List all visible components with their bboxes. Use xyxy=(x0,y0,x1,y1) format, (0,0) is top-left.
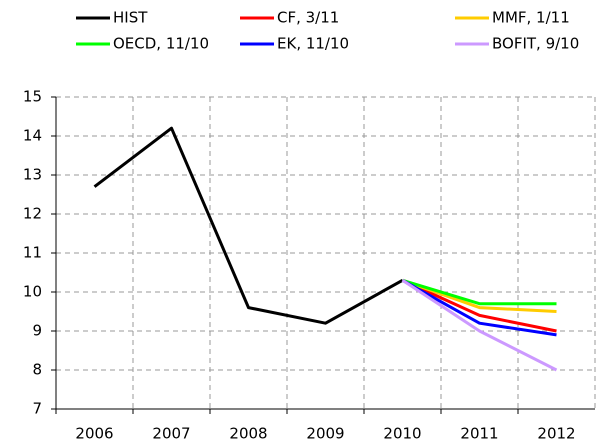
y-tick-label: 14 xyxy=(23,127,42,145)
x-tick-label: 2010 xyxy=(383,425,421,442)
legend-label: HIST xyxy=(113,9,148,27)
legend-label: OECD, 11/10 xyxy=(113,35,209,53)
legend-label: CF, 3/11 xyxy=(277,9,339,27)
y-tick-label: 11 xyxy=(23,244,42,262)
x-tick-label: 2006 xyxy=(75,425,113,442)
y-tick-label: 7 xyxy=(32,400,42,418)
series-line xyxy=(401,278,557,337)
y-tick-label: 15 xyxy=(23,88,42,106)
legend-label: EK, 11/10 xyxy=(277,35,349,53)
y-tick-label: 12 xyxy=(23,205,42,223)
legend-label: MMF, 1/11 xyxy=(492,9,570,27)
y-tick-label: 10 xyxy=(23,283,42,301)
x-tick-label: 2008 xyxy=(229,425,267,442)
series-line xyxy=(93,126,404,325)
y-tick-label: 8 xyxy=(32,361,42,379)
x-tick-label: 2009 xyxy=(306,425,344,442)
legend-label: BOFIT, 9/10 xyxy=(492,35,579,53)
y-tick-label: 9 xyxy=(32,322,42,340)
series-line xyxy=(401,278,557,333)
x-tick-label: 2011 xyxy=(460,425,498,442)
x-tick-label: 2007 xyxy=(152,425,190,442)
series-line xyxy=(401,279,558,372)
series-line xyxy=(402,278,557,306)
y-tick-label: 13 xyxy=(23,166,42,184)
x-tick-label: 2012 xyxy=(537,425,575,442)
